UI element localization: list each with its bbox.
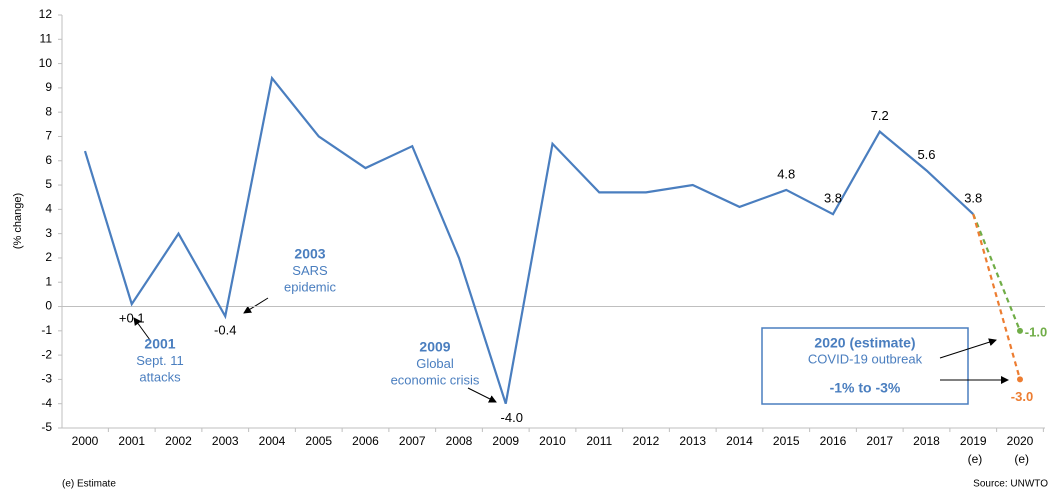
- annotation-box: [761, 327, 969, 405]
- annotation: attacks: [139, 369, 181, 384]
- x-tick-label: 2019 (e): [960, 434, 987, 466]
- annotation: 2001: [144, 336, 175, 352]
- series-line: [972, 213, 1022, 380]
- arrow: [467, 387, 497, 403]
- annotation: SARS: [292, 263, 328, 278]
- y-tick-label: 7: [45, 129, 52, 143]
- source: Source: UNWTO: [973, 479, 1048, 490]
- y-tick-label: 10: [39, 56, 53, 70]
- x-tick-label: 2003: [212, 434, 239, 448]
- x-tick-label: 2000: [72, 434, 99, 448]
- y-tick-label: 1: [45, 274, 52, 288]
- data-label: +0.1: [119, 311, 145, 326]
- footnote: (e) Estimate: [62, 479, 116, 490]
- x-tick-label: 2017: [866, 434, 893, 448]
- end-point: [1017, 327, 1023, 334]
- end-point: [1017, 376, 1023, 383]
- y-tick-label: 4: [45, 202, 52, 216]
- annotation: Global: [416, 356, 454, 371]
- x-tick-label: 2014: [726, 434, 753, 448]
- y-tick-label: -4: [41, 396, 52, 410]
- y-tick-label: -3: [41, 372, 52, 386]
- y-tick-label: 9: [45, 80, 52, 94]
- arrow: [243, 297, 269, 314]
- y-tick-label: 8: [45, 104, 52, 118]
- x-tick-label: 2008: [446, 434, 473, 448]
- x-tick-label: 2015: [773, 434, 800, 448]
- annotation: epidemic: [284, 279, 337, 294]
- y-tick-label: 0: [45, 299, 52, 313]
- series-line: [83, 75, 975, 405]
- annotation: -1% to -3%: [830, 380, 901, 396]
- data-label: -1.0: [1025, 324, 1047, 339]
- x-tick-label: 2009: [492, 434, 519, 448]
- x-tick-label: 2002: [165, 434, 192, 448]
- data-label: -4.0: [501, 410, 523, 425]
- annotation: 2003: [294, 246, 325, 262]
- y-tick-label: 6: [45, 153, 52, 167]
- y-tick-label: 2: [45, 250, 52, 264]
- x-tick-label: 2004: [259, 434, 286, 448]
- x-tick-label: 2020 (e): [1007, 434, 1034, 466]
- data-label: 7.2: [871, 108, 889, 123]
- annotation: COVID-19 outbreak: [808, 351, 923, 366]
- x-tick-label: 2018: [913, 434, 940, 448]
- y-tick-label: -2: [41, 347, 52, 361]
- y-tick-label: 5: [45, 177, 52, 191]
- x-tick-label: 2007: [399, 434, 426, 448]
- annotation: 2020 (estimate): [814, 335, 915, 351]
- annotation: 2009: [419, 339, 450, 355]
- y-axis-label: (% change): [12, 193, 24, 249]
- annotation: Sept. 11: [136, 353, 183, 368]
- x-tick-label: 2016: [820, 434, 847, 448]
- data-label: 4.8: [777, 166, 795, 181]
- data-label: -3.0: [1011, 389, 1033, 404]
- data-label: 3.8: [824, 191, 842, 206]
- data-label: 3.8: [964, 191, 982, 206]
- arrow: [133, 317, 151, 341]
- y-tick-label: 11: [40, 31, 53, 45]
- data-label: -0.4: [214, 323, 236, 338]
- x-tick-label: 2013: [679, 434, 706, 448]
- y-tick-label: 12: [39, 7, 53, 21]
- annotation: economic crisis: [391, 372, 480, 387]
- series-line: [972, 213, 1022, 332]
- x-tick-label: 2010: [539, 434, 566, 448]
- x-tick-label: 2006: [352, 434, 379, 448]
- y-tick-label: 3: [45, 226, 52, 240]
- y-tick-label: -5: [41, 420, 52, 434]
- x-tick-label: 2012: [633, 434, 660, 448]
- x-tick-label: 2001: [118, 434, 145, 448]
- data-label: 5.6: [917, 147, 935, 162]
- x-tick-label: 2005: [305, 434, 332, 448]
- arrow: [939, 338, 997, 359]
- x-tick-label: 2011: [586, 434, 612, 448]
- y-tick-label: -1: [41, 323, 52, 337]
